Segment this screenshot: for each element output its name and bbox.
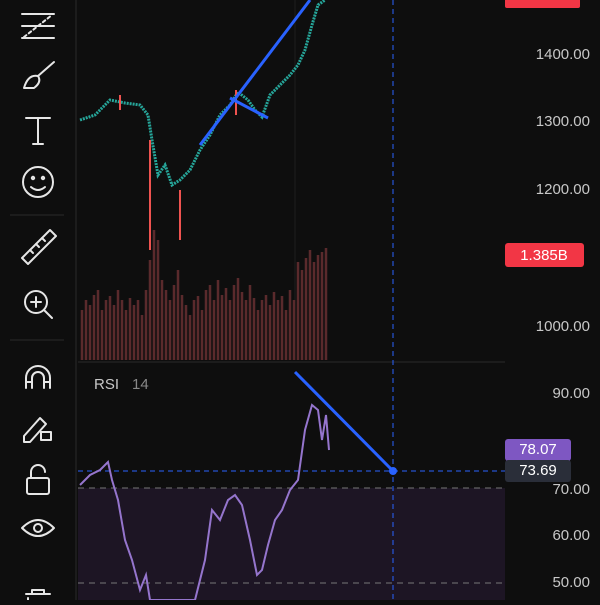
crosshair-badge	[505, 460, 571, 482]
rsi-badge	[505, 439, 571, 461]
trend-handle[interactable]	[389, 467, 397, 475]
trend-line[interactable]	[229, 96, 269, 120]
rsi-label: 50.00	[552, 574, 590, 591]
price-wicks	[119, 90, 237, 250]
volume-badge	[505, 243, 584, 267]
tool-lock-drawing[interactable]	[23, 417, 52, 443]
rsi-title: RSI	[94, 376, 119, 393]
tool-ruler[interactable]	[21, 229, 57, 265]
rsi-label: 60.00	[552, 527, 590, 544]
price-badge	[505, 0, 580, 8]
tool-unlock[interactable]	[26, 464, 50, 495]
price-label: 1000.00	[536, 318, 590, 335]
rsi-pane: RSI 14 90.00 70.00 60.00 50.00 78.07 73.…	[78, 0, 590, 601]
price-label: 1300.00	[536, 113, 590, 130]
trend-line[interactable]	[293, 370, 395, 473]
tool-fib[interactable]	[21, 13, 55, 39]
tool-visibility[interactable]	[21, 519, 55, 537]
price-pane: 1400.00 1300.00 1200.00 1000.00 1.385B	[78, 0, 590, 363]
volume-bars	[80, 230, 328, 360]
rsi-badge-text: 78.07	[519, 441, 557, 458]
rsi-line	[79, 403, 330, 601]
trend-line[interactable]	[198, 0, 312, 146]
rsi-label: 90.00	[552, 385, 590, 402]
crosshair-badge-text: 73.69	[519, 462, 557, 479]
toolbar	[10, 0, 77, 605]
tool-magnet[interactable]	[25, 365, 51, 389]
tool-brush[interactable]	[23, 61, 55, 89]
volume-badge-text: 1.385B	[520, 247, 568, 264]
rsi-length: 14	[132, 376, 149, 393]
price-label: 1400.00	[536, 46, 590, 63]
tool-emoji[interactable]	[22, 166, 54, 198]
tool-text[interactable]	[25, 117, 51, 145]
rsi-label: 70.00	[552, 481, 590, 498]
price-label: 1200.00	[536, 181, 590, 198]
rsi-band	[78, 488, 505, 600]
tool-zoom[interactable]	[24, 290, 53, 319]
